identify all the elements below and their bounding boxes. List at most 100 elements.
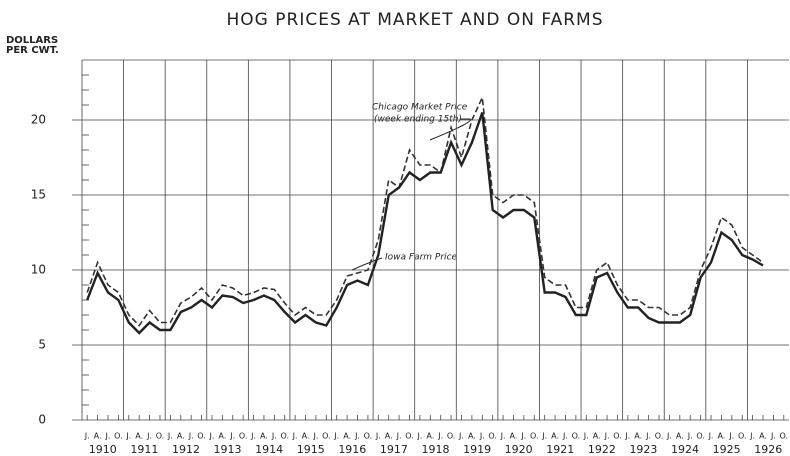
x-tick-label: J. <box>354 432 360 441</box>
y-tick-label: 20 <box>31 113 46 127</box>
x-tick-label: O. <box>405 432 414 441</box>
x-tick-label: O. <box>280 432 289 441</box>
year-label: 1913 <box>214 443 242 456</box>
x-tick-label: J. <box>562 432 568 441</box>
x-tick-label: A. <box>135 432 143 441</box>
x-tick-label: A. <box>260 432 268 441</box>
x-tick-label: J. <box>500 432 506 441</box>
year-label: 1918 <box>422 443 450 456</box>
x-tick-label: A. <box>510 432 518 441</box>
x-tick-label: A. <box>343 432 351 441</box>
x-tick-label: J. <box>583 432 589 441</box>
year-label: 1912 <box>172 443 200 456</box>
x-tick-label: J. <box>645 432 651 441</box>
x-tick-label: J. <box>520 432 526 441</box>
x-tick-label: A. <box>426 432 434 441</box>
x-tick-label: J. <box>167 432 173 441</box>
year-label: 1919 <box>463 443 491 456</box>
x-tick-label: A. <box>385 432 393 441</box>
year-label: 1923 <box>629 443 657 456</box>
x-tick-label: A. <box>593 432 601 441</box>
x-tick-label: O. <box>696 432 705 441</box>
y-axis-label: DOLLARS <box>6 35 58 46</box>
x-tick-label: J. <box>333 432 339 441</box>
year-label: 1926 <box>754 443 782 456</box>
x-tick-label: J. <box>125 432 131 441</box>
year-label: 1920 <box>505 443 533 456</box>
year-label: 1911 <box>130 443 158 456</box>
x-tick-label: J. <box>479 432 485 441</box>
year-label: 1917 <box>380 443 408 456</box>
x-tick-label: J. <box>687 432 693 441</box>
x-tick-label: J. <box>416 432 422 441</box>
x-tick-label: O. <box>239 432 248 441</box>
x-tick-label: O. <box>114 432 123 441</box>
x-tick-label: O. <box>447 432 456 441</box>
x-tick-label: O. <box>738 432 747 441</box>
year-label: 1924 <box>671 443 699 456</box>
y-tick-label: 10 <box>31 263 46 277</box>
arrow <box>351 257 383 271</box>
x-tick-label: A. <box>717 432 725 441</box>
x-tick-label: O. <box>322 432 331 441</box>
x-tick-label: A. <box>468 432 476 441</box>
x-tick-label: J. <box>229 432 235 441</box>
x-tick-label: A. <box>302 432 310 441</box>
x-tick-label: J. <box>666 432 672 441</box>
x-tick-label: J. <box>604 432 610 441</box>
x-tick-label: J. <box>375 432 381 441</box>
x-tick-label: J. <box>312 432 318 441</box>
series-line <box>86 94 764 327</box>
x-tick-label: O. <box>530 432 539 441</box>
year-label: 1922 <box>588 443 616 456</box>
x-tick-label: A. <box>634 432 642 441</box>
year-label: 1916 <box>338 443 366 456</box>
x-tick-label: J. <box>209 432 215 441</box>
x-tick-label: J. <box>188 432 194 441</box>
annotation: Iowa Farm Price <box>385 253 457 263</box>
x-tick-label: J. <box>770 432 776 441</box>
x-tick-label: J. <box>728 432 734 441</box>
x-tick-label: O. <box>572 432 581 441</box>
y-tick-label: 0 <box>38 413 46 427</box>
x-tick-label: J. <box>292 432 298 441</box>
x-tick-label: O. <box>197 432 206 441</box>
x-tick-label: J. <box>146 432 152 441</box>
year-label: 1914 <box>255 443 283 456</box>
annotation: Chicago Market Price <box>372 103 468 113</box>
y-axis-label: PER CWT. <box>6 45 59 56</box>
x-tick-label: A. <box>94 432 102 441</box>
year-label: 1925 <box>713 443 741 456</box>
x-tick-label: O. <box>156 432 165 441</box>
annotation: (week ending 15th) <box>374 115 462 125</box>
y-tick-label: 15 <box>31 188 46 202</box>
x-tick-label: O. <box>613 432 622 441</box>
x-tick-label: J. <box>396 432 402 441</box>
x-tick-label: J. <box>624 432 630 441</box>
x-tick-label: O. <box>655 432 664 441</box>
x-tick-label: O. <box>488 432 497 441</box>
y-tick-label: 5 <box>38 338 46 352</box>
x-tick-label: J. <box>541 432 547 441</box>
x-tick-label: A. <box>177 432 185 441</box>
year-label: 1915 <box>297 443 325 456</box>
x-tick-label: A. <box>551 432 559 441</box>
x-tick-label: J. <box>708 432 714 441</box>
x-tick-label: J. <box>749 432 755 441</box>
x-tick-label: J. <box>437 432 443 441</box>
x-tick-label: O. <box>364 432 373 441</box>
x-tick-label: A. <box>218 432 226 441</box>
x-tick-label: J. <box>250 432 256 441</box>
series-line <box>86 112 764 335</box>
year-label: 1921 <box>546 443 574 456</box>
chart-title: HOG PRICES AT MARKET AND ON FARMS <box>227 10 604 30</box>
x-tick-label: A. <box>676 432 684 441</box>
x-tick-label: A. <box>759 432 767 441</box>
year-label: 1910 <box>89 443 117 456</box>
x-tick-label: J. <box>84 432 90 441</box>
x-tick-label: J. <box>105 432 111 441</box>
arrow <box>429 118 472 141</box>
x-tick-label: J. <box>271 432 277 441</box>
x-tick-label: O. <box>780 432 789 441</box>
